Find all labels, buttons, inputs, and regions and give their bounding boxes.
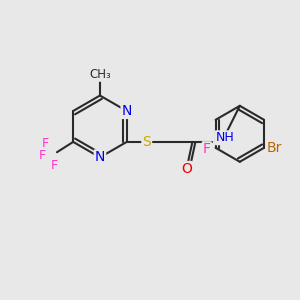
Text: CH₃: CH₃	[89, 68, 111, 81]
Text: F: F	[203, 142, 211, 156]
Text: F: F	[39, 149, 46, 162]
Text: O: O	[181, 162, 192, 176]
Text: NH: NH	[216, 131, 235, 144]
Text: F: F	[50, 159, 58, 172]
Text: N: N	[95, 150, 105, 164]
Text: Br: Br	[267, 141, 282, 155]
Text: F: F	[42, 137, 49, 151]
Text: S: S	[142, 135, 151, 149]
Text: N: N	[122, 104, 132, 118]
